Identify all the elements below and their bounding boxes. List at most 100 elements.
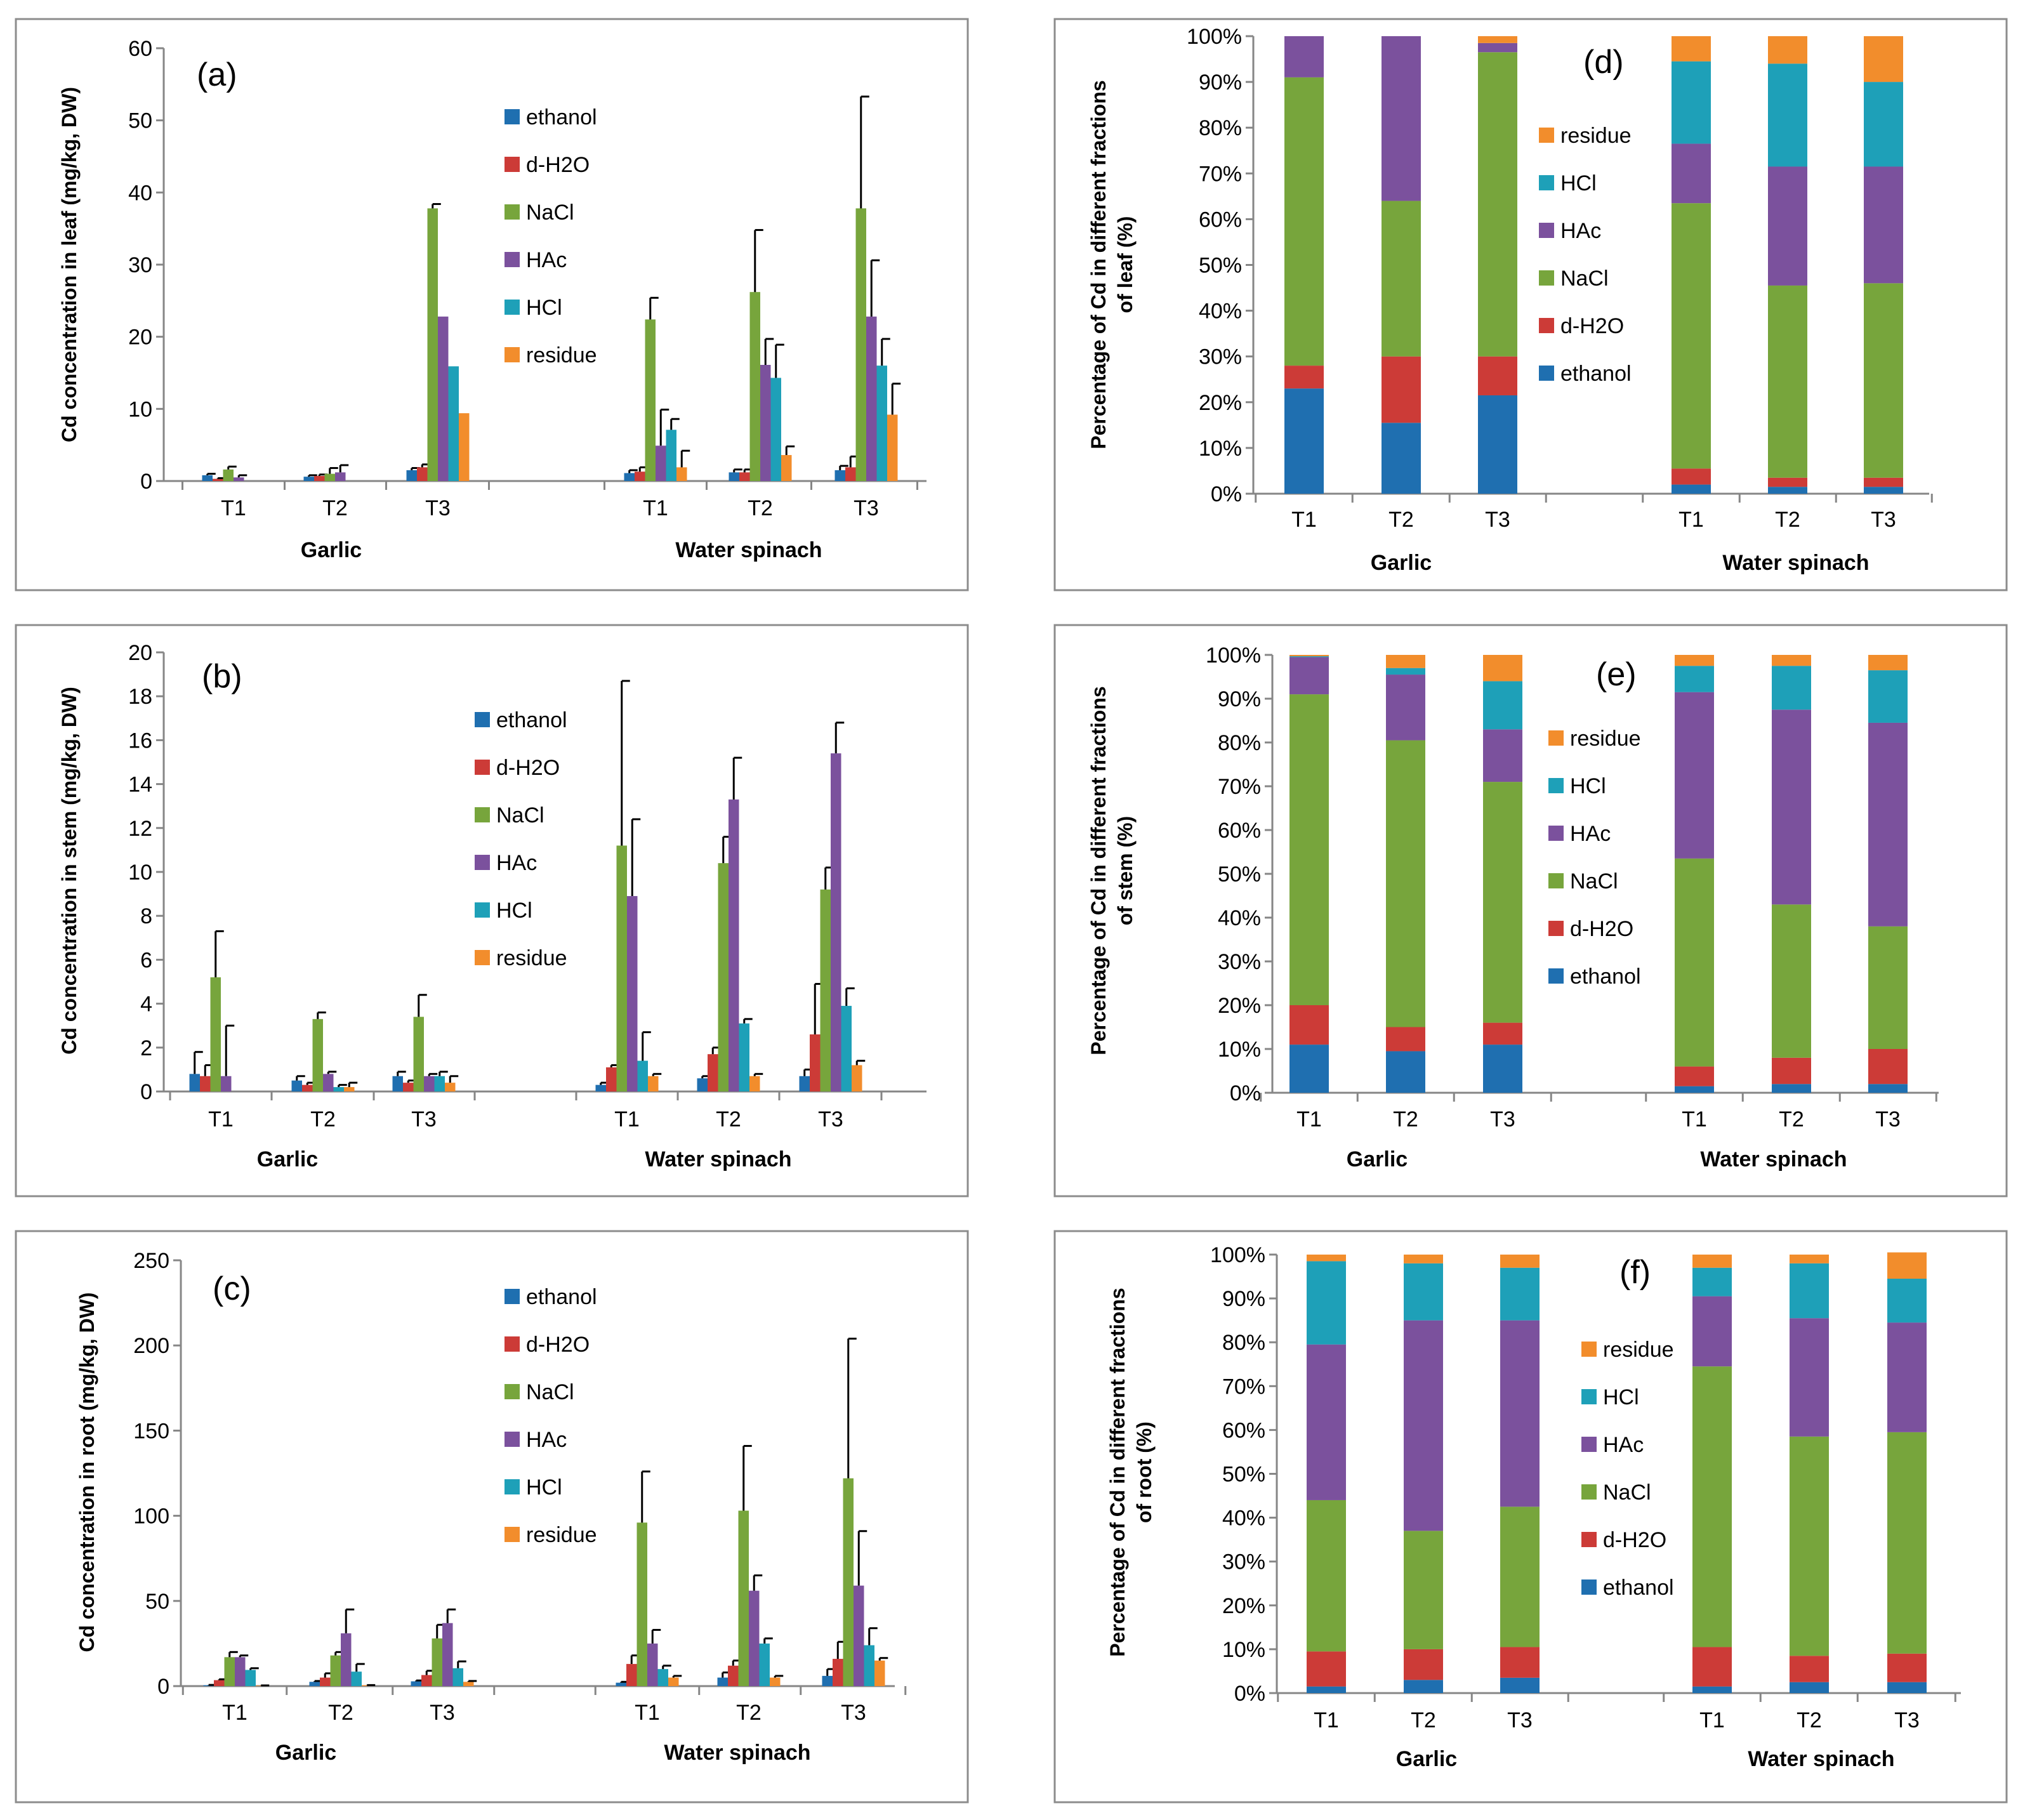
y-tick-label: 2 bbox=[140, 1036, 152, 1060]
y-tick-label: 90% bbox=[1222, 1287, 1265, 1311]
stack-segment-d-H2O bbox=[1672, 468, 1711, 485]
legend-swatch-ethanol bbox=[1539, 366, 1554, 381]
bar-NaCl bbox=[855, 208, 866, 481]
legend-swatch-residue bbox=[1539, 128, 1554, 143]
legend-label: residue bbox=[1570, 727, 1641, 751]
stack-segment-ethanol bbox=[1289, 1045, 1329, 1093]
stack-segment-d-H2O bbox=[1478, 356, 1517, 395]
panel-c: 0 50 100 150 200 250 T1 T2 T3 Garlic T1 T2 T3 Water s… bbox=[15, 1230, 969, 1804]
stack-segment-residue bbox=[1483, 655, 1522, 682]
panel-e: 0% 10% 20% 30% 40% 50% 60% 70% 80% 90% 100% T1 T2 T3 G… bbox=[1053, 624, 2008, 1197]
legend-label: d-H2O bbox=[1570, 917, 1633, 941]
legend-swatch-d-H2O bbox=[475, 760, 490, 775]
x-tick-label: T1 bbox=[222, 1701, 247, 1725]
bar-HCl bbox=[739, 1023, 749, 1091]
legend-label: ethanol bbox=[496, 708, 567, 732]
y-tick-label: 60% bbox=[1218, 819, 1261, 843]
stack-segment-NaCl bbox=[1284, 77, 1324, 366]
stack-segment-ethanol bbox=[1790, 1682, 1829, 1693]
x-tick-label: T3 bbox=[411, 1107, 437, 1131]
y-axis-title-line: of root (%) bbox=[1133, 1421, 1156, 1523]
legend-swatch-HCl bbox=[1548, 778, 1564, 793]
stack-segment-HAc bbox=[1289, 657, 1329, 695]
legend-swatch-HCl bbox=[504, 300, 520, 315]
y-tick-label: 30 bbox=[128, 253, 152, 277]
legend-swatch-residue bbox=[504, 347, 520, 362]
stack-segment-ethanol bbox=[1478, 395, 1517, 494]
stack-segment-NaCl bbox=[1692, 1366, 1732, 1647]
stack-segment-HAc bbox=[1790, 1318, 1829, 1437]
stack-segment-d-H2O bbox=[1289, 1005, 1329, 1045]
stack-segment-residue bbox=[1478, 36, 1517, 43]
stack-segment-residue bbox=[1868, 655, 1908, 671]
panel-frame bbox=[15, 624, 969, 1197]
legend-swatch-HAc bbox=[504, 252, 520, 267]
legend-label: HAc bbox=[526, 1428, 567, 1452]
legend-label: ethanol bbox=[1603, 1576, 1674, 1600]
x-tick-label: T3 bbox=[854, 496, 879, 520]
bar-d-H2O bbox=[417, 467, 428, 481]
stack-segment-d-H2O bbox=[1772, 1057, 1811, 1085]
y-tick-label: 20 bbox=[128, 326, 152, 350]
bar-residue bbox=[770, 1677, 781, 1686]
y-tick-label: 40% bbox=[1199, 300, 1242, 324]
legend-label: HCl bbox=[1603, 1385, 1639, 1409]
y-tick-label: 90% bbox=[1218, 687, 1261, 711]
legend-swatch-ethanol bbox=[504, 109, 520, 124]
legend-label: HAc bbox=[1560, 219, 1601, 243]
stack-segment-HAc bbox=[1284, 36, 1324, 77]
y-tick-label: 12 bbox=[128, 817, 152, 841]
x-tick-label: T2 bbox=[328, 1701, 353, 1725]
y-tick-label: 0% bbox=[1211, 482, 1242, 506]
stack-segment-NaCl bbox=[1790, 1436, 1829, 1656]
y-axis-title-line: Percentage of Cd in different fractions bbox=[1087, 686, 1110, 1055]
legend-swatch-HCl bbox=[504, 1479, 520, 1494]
x-tick-label: T2 bbox=[1388, 508, 1414, 532]
legend-swatch-HAc bbox=[1581, 1437, 1597, 1452]
stack-segment-ethanol bbox=[1692, 1686, 1732, 1693]
bar-HAc bbox=[647, 1643, 658, 1686]
stack-segment-HCl bbox=[1887, 1279, 1927, 1323]
y-tick-label: 30% bbox=[1218, 950, 1261, 974]
y-tick-label: 20% bbox=[1199, 391, 1242, 415]
y-tick-label: 60% bbox=[1222, 1418, 1265, 1442]
y-tick-label: 8 bbox=[140, 904, 152, 928]
y-tick-label: 80% bbox=[1199, 116, 1242, 140]
bar-HCl bbox=[637, 1060, 648, 1091]
stack-segment-HAc bbox=[1672, 143, 1711, 204]
stack-segment-HAc bbox=[1386, 675, 1425, 741]
x-tick-label: T3 bbox=[1490, 1107, 1515, 1131]
panel-b: 0 2 4 6 8 10 12 14 16 18 20 T1 T2 T3 Garlic T1 T2 T3 Water… bbox=[15, 624, 969, 1197]
stack-segment-HAc bbox=[1768, 166, 1807, 286]
bar-NaCl bbox=[210, 977, 221, 1091]
stack-segment-ethanol bbox=[1868, 1084, 1908, 1093]
y-axis-title-line: of stem (%) bbox=[1114, 816, 1137, 925]
y-tick-label: 30% bbox=[1199, 345, 1242, 369]
legend-label: NaCl bbox=[1570, 869, 1618, 894]
x-tick-label: T1 bbox=[1314, 1708, 1339, 1732]
stack-segment-ethanol bbox=[1772, 1084, 1811, 1093]
panel-letter: (e) bbox=[1596, 656, 1637, 693]
legend-swatch-ethanol bbox=[504, 1289, 520, 1304]
bar-HCl bbox=[452, 1668, 463, 1686]
legend-swatch-NaCl bbox=[475, 807, 490, 822]
legend-label: residue bbox=[526, 1523, 597, 1547]
bar-HAc bbox=[221, 1076, 232, 1091]
stack-segment-HAc bbox=[1864, 166, 1903, 284]
legend-swatch-residue bbox=[504, 1527, 520, 1542]
bar-ethanol bbox=[729, 472, 739, 481]
y-tick-label: 50 bbox=[128, 109, 152, 133]
bar-ethanol bbox=[202, 475, 213, 481]
stack-segment-residue bbox=[1500, 1255, 1540, 1268]
legend-swatch-HCl bbox=[475, 902, 490, 918]
y-tick-label: 10% bbox=[1222, 1638, 1265, 1662]
legend-swatch-NaCl bbox=[1581, 1484, 1597, 1500]
bar-HAc bbox=[335, 472, 346, 481]
bar-ethanol bbox=[309, 1682, 320, 1686]
stack-segment-NaCl bbox=[1382, 201, 1421, 357]
group-label: Water spinach bbox=[664, 1741, 810, 1765]
x-tick-label: T3 bbox=[841, 1701, 866, 1725]
bar-ethanol bbox=[822, 1675, 833, 1686]
y-tick-label: 60 bbox=[128, 37, 152, 61]
stack-segment-HCl bbox=[1768, 63, 1807, 167]
